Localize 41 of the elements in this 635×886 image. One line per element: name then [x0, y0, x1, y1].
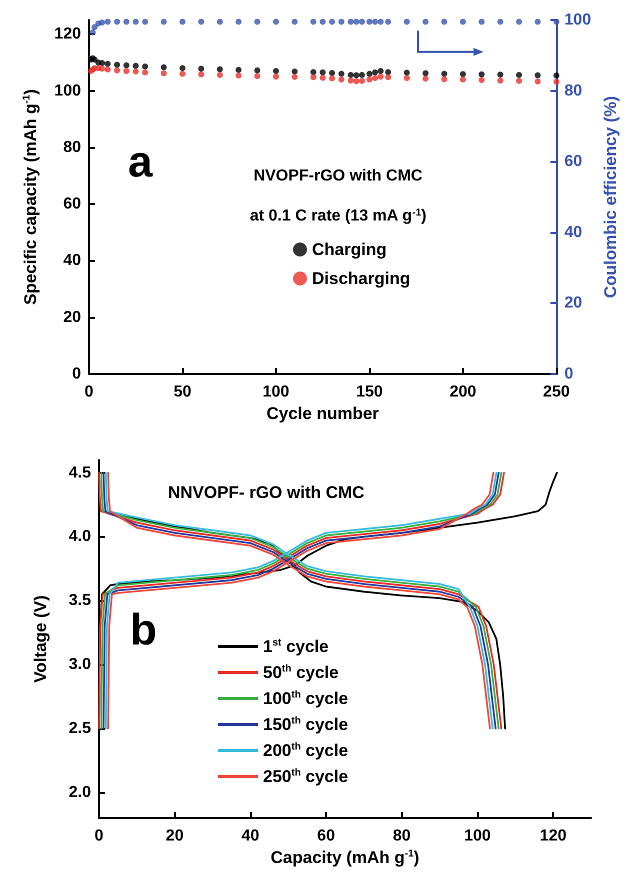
x-tick-label: 80 — [392, 828, 411, 844]
y2-tick-label: 0 — [564, 366, 574, 382]
annotation: b — [130, 606, 157, 654]
y2-tick-label: 40 — [564, 224, 582, 241]
x-tick-label: 200 — [450, 384, 476, 400]
x-tick-label: 100 — [262, 384, 290, 400]
y2-tick-label: 60 — [564, 153, 582, 170]
y-tick-label: 3.0 — [68, 656, 92, 674]
y-axis-title: Specific capacity (mAh g-1) — [21, 89, 40, 305]
y-tick-label: 60 — [63, 196, 82, 213]
y-tick-label: 3.5 — [68, 592, 92, 610]
x-tick-label: 250 — [543, 384, 570, 400]
y2-tick-label: 20 — [564, 294, 582, 312]
x-tick-label: 20 — [166, 828, 184, 844]
y-tick-label: 120 — [54, 26, 82, 43]
x-tick-label: 40 — [241, 828, 260, 844]
annotation: NVOPF-rGO with CMC — [254, 168, 423, 184]
x-tick-label: 0 — [94, 828, 104, 844]
x-tick-label: 100 — [464, 828, 491, 844]
annotation: NNVOPF- rGO with CMC — [168, 483, 364, 502]
y-tick-label: 0 — [72, 366, 82, 382]
legend-label: Charging — [312, 240, 387, 259]
y2-tick-label: 80 — [564, 82, 582, 100]
x-axis-title: Cycle number — [266, 404, 380, 423]
y2-axis-title: Coulombic efficiency (%) — [601, 96, 620, 298]
x-tick-label: 120 — [540, 828, 567, 844]
y-tick-label: 4.5 — [68, 464, 92, 482]
legend-label: Discharging — [312, 269, 410, 288]
y-tick-label: 20 — [63, 308, 82, 326]
annotation: a — [128, 138, 153, 186]
y-tick-label: 80 — [63, 138, 82, 156]
x-tick-label: 150 — [356, 384, 383, 400]
y-tick-label: 40 — [63, 252, 82, 270]
y2-tick-label: 100 — [564, 12, 592, 28]
y-axis-title: Voltage (V) — [31, 595, 50, 683]
x-tick-label: 50 — [174, 384, 192, 400]
y-tick-label: 4.0 — [68, 528, 92, 546]
x-tick-label: 60 — [317, 828, 336, 844]
y-tick-label: 2.0 — [68, 784, 92, 801]
y-tick-label: 100 — [54, 82, 82, 100]
y-tick-label: 2.5 — [68, 720, 92, 737]
